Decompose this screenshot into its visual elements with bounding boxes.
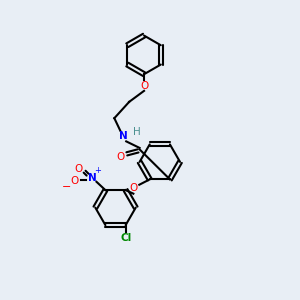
Text: H: H [133, 127, 140, 136]
Text: O: O [74, 164, 83, 174]
Text: O: O [116, 152, 124, 162]
Text: O: O [129, 183, 137, 193]
Text: Cl: Cl [120, 232, 131, 243]
Text: O: O [140, 80, 148, 91]
Text: N: N [119, 131, 128, 141]
Text: −: − [62, 182, 71, 192]
Text: O: O [70, 176, 78, 186]
Text: N: N [88, 173, 96, 183]
Text: +: + [94, 166, 101, 175]
